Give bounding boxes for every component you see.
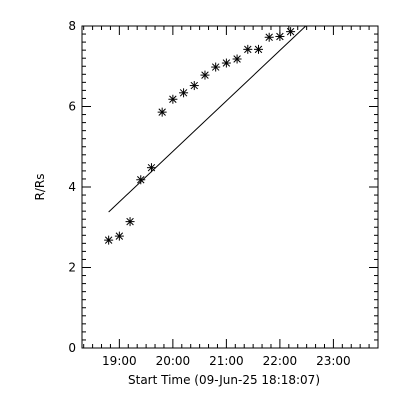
data-point (200, 70, 210, 80)
data-point (104, 235, 114, 245)
data-point (189, 81, 199, 91)
x-tick-label: 19:00 (102, 354, 137, 368)
data-point (179, 88, 189, 98)
axes-layer: 0 2 4 6 8 19:00 20:00 21:00 22:00 23:00 (68, 19, 379, 368)
data-point (168, 94, 178, 104)
fit-line (108, 25, 307, 213)
data-point (114, 231, 124, 241)
y-tick-label: 2 (68, 261, 76, 275)
x-tick-label: 23:00 (316, 354, 351, 368)
y-tick-label: 8 (68, 19, 76, 33)
x-tick-label: 21:00 (209, 354, 244, 368)
x-axis-title: Start Time (09-Jun-25 18:18:07) (128, 373, 320, 387)
y-tick-label: 0 (68, 341, 76, 355)
data-point (243, 44, 253, 54)
y-tick-label: 4 (68, 180, 76, 194)
data-point (157, 107, 167, 117)
data-point (275, 31, 285, 41)
x-tick-label: 20:00 (156, 354, 191, 368)
data-point (221, 58, 231, 68)
data-point (136, 175, 146, 185)
data-point (211, 62, 221, 72)
data-layer (104, 25, 307, 245)
x-tick-label: 22:00 (263, 354, 298, 368)
data-point (286, 27, 296, 37)
y-tick-label: 6 (68, 100, 76, 114)
data-point (253, 44, 263, 54)
data-point (146, 163, 156, 173)
data-point (232, 54, 242, 64)
y-axis-title: R/Rs (33, 174, 47, 201)
data-point (125, 217, 135, 227)
data-point (264, 32, 274, 42)
